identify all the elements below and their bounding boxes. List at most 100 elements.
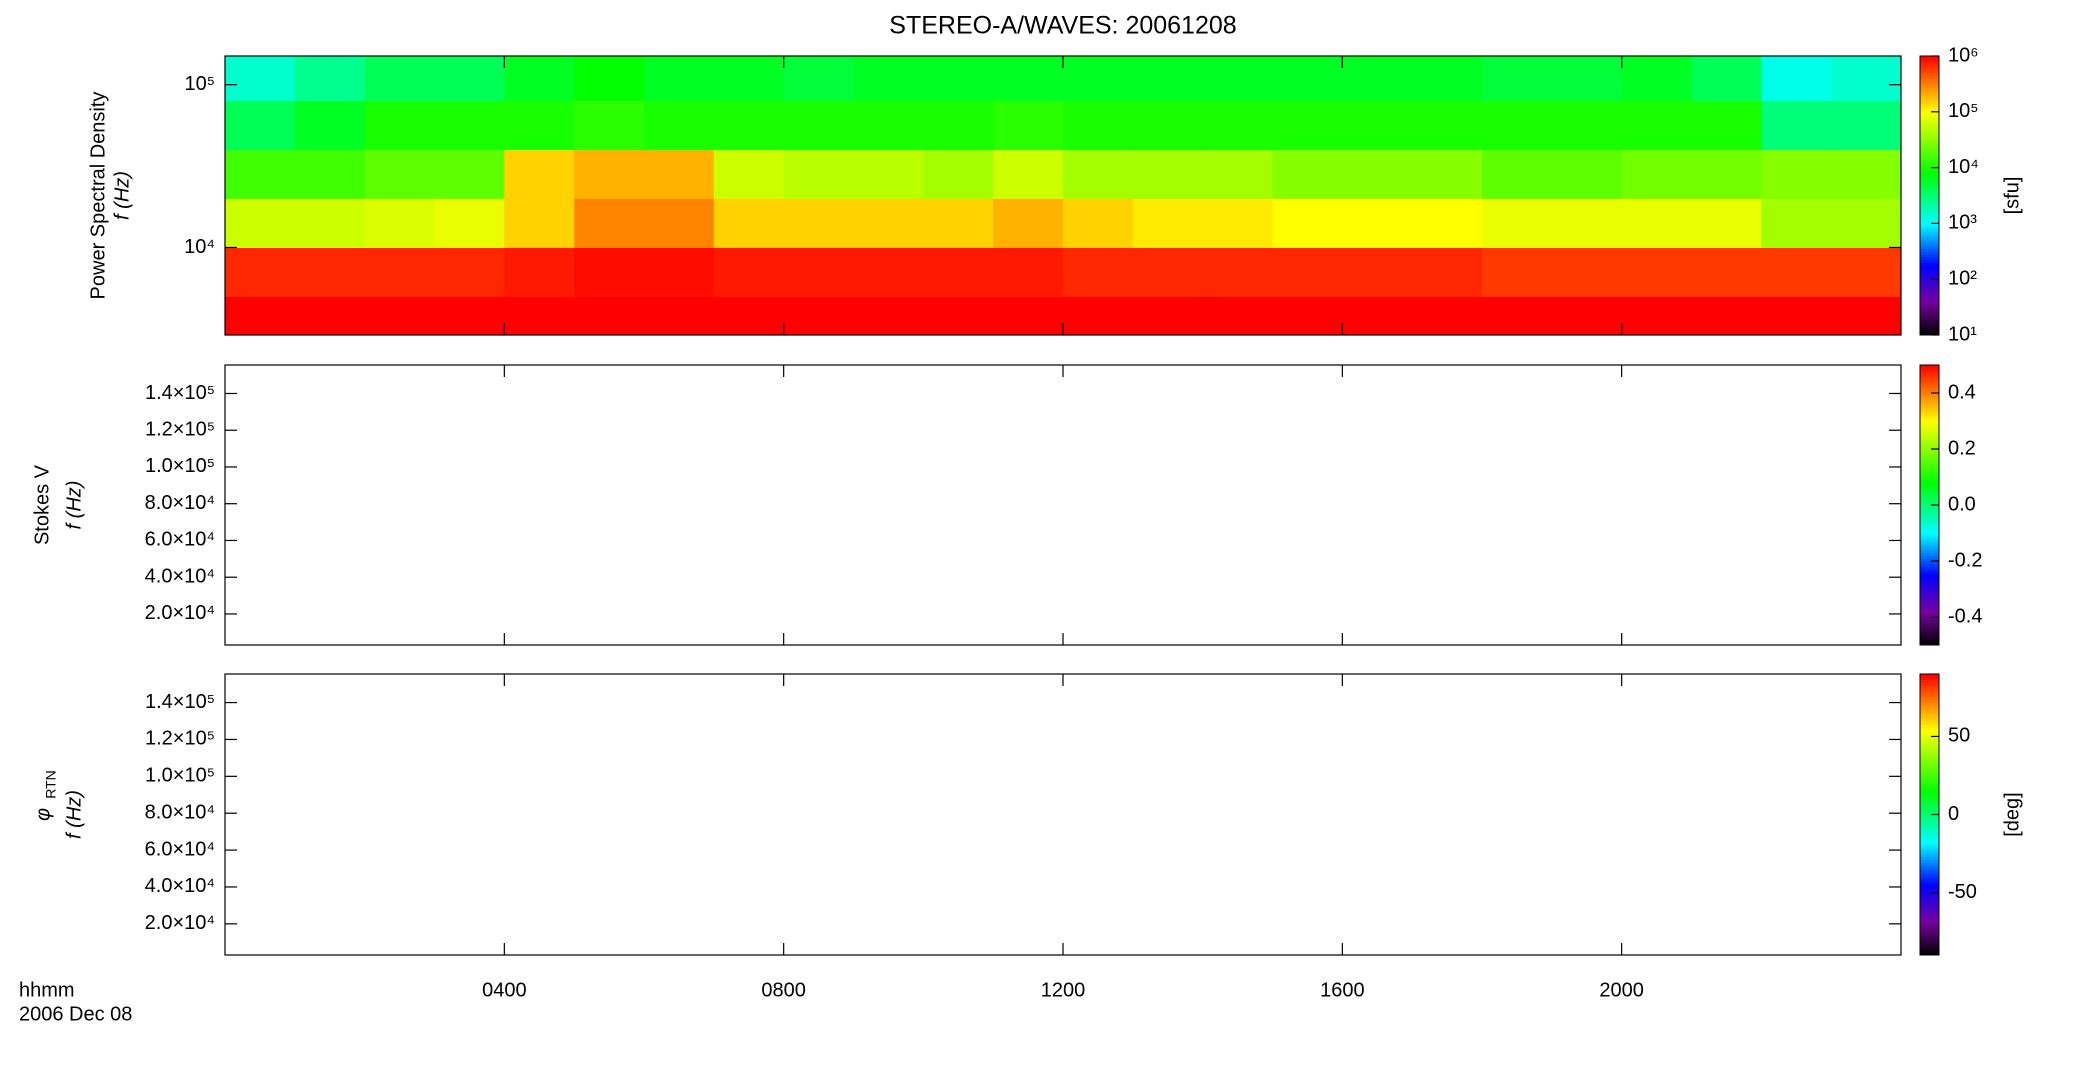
colorbar-swatch [1920,766,1939,771]
heatmap-cell [1551,100,1623,150]
heatmap-cell [1482,100,1553,150]
heatmap-cell [1621,100,1692,150]
heatmap-cell [713,100,785,150]
y-axis-label-sub: RTN [43,770,59,799]
colorbar-swatch [1920,321,1939,325]
heatmap-cell [1412,247,1483,297]
colorbar-swatch [1920,482,1939,486]
colorbar-swatch [1920,446,1939,450]
colorbar-tick-label: 10⁴ [1948,156,1979,178]
colorbar-swatch [1920,435,1939,439]
heatmap-cell [225,247,296,297]
colorbar-swatch [1920,159,1939,163]
colorbar-swatch [1920,237,1939,241]
colorbar-swatch [1920,921,1939,925]
colorbar-swatch [1920,679,1939,683]
colorbar-swatch [1920,220,1939,224]
colorbar-swatch [1920,808,1939,813]
colorbar-swatch [1920,287,1939,291]
heatmap-cell [1551,296,1623,336]
colorbar-swatch [1920,690,1939,695]
colorbar-swatch [1920,710,1939,714]
colorbar-swatch [1920,842,1939,846]
colorbar-swatch [1920,72,1939,77]
heatmap-cell [783,296,854,336]
colorbar-swatch [1920,64,1939,68]
heatmap-cell [434,149,505,199]
colorbar-swatch [1920,591,1939,596]
colorbar-swatch [1920,329,1939,333]
colorbar-swatch [1920,332,1939,336]
heatmap-cell [1202,247,1273,297]
heatmap-cell [574,149,645,199]
colorbar-swatch [1920,290,1939,294]
colorbar-swatch [1920,256,1939,261]
heatmap-cell [1272,56,1343,101]
colorbar-swatch [1920,758,1939,762]
colorbar-swatch [1920,485,1939,489]
heatmap-cell [294,100,366,150]
heatmap-cell [993,56,1064,101]
heatmap-cell [923,100,994,150]
colorbar-swatch [1920,61,1939,65]
colorbar-swatch [1920,575,1939,579]
colorbar-swatch [1920,491,1939,495]
colorbar-swatch [1920,544,1939,548]
heatmap-cell [1342,296,1413,336]
colorbar-swatch [1920,231,1939,236]
colorbar-swatch [1920,949,1939,953]
heatmap-cell [1063,56,1134,101]
colorbar-swatch [1920,234,1939,238]
heatmap-cell [993,247,1064,297]
colorbar-swatch [1920,881,1939,886]
colorbar-swatch [1920,109,1939,113]
colorbar-swatch [1920,162,1939,166]
colorbar-swatch [1920,825,1939,830]
heatmap-cell [225,198,296,248]
colorbar-swatch [1920,721,1939,726]
colorbar-swatch [1920,404,1939,408]
colorbar-swatch [1920,904,1939,908]
colorbar-swatch [1920,148,1939,152]
heatmap-cell [1482,56,1553,101]
colorbar-swatch [1920,69,1939,74]
colorbar-swatch [1920,226,1939,230]
y-tick-label: 6.0×10⁴ [145,838,215,860]
colorbar-swatch [1920,929,1939,934]
chart-title: STEREO-A/WAVES: 20061208 [889,12,1236,40]
heatmap-cell [1621,247,1692,297]
colorbar-tick-label: 0.4 [1948,381,1976,403]
heatmap-cell [853,198,924,248]
heatmap-cell [1831,198,1902,248]
colorbar-swatch [1920,859,1939,863]
colorbar-swatch [1920,223,1939,227]
x-tick-label: 0800 [761,979,806,1001]
heatmap-cell [364,149,435,199]
heatmap-cell [434,198,505,248]
colorbar-swatch [1920,373,1939,377]
colorbar-swatch [1920,828,1939,832]
colorbar-swatch [1920,907,1939,911]
heatmap-cell [1761,56,1832,101]
heatmap-cell [1272,149,1343,199]
colorbar-swatch [1920,187,1939,191]
colorbar-swatch [1920,304,1939,308]
heatmap-cell [993,198,1064,248]
heatmap-cell [853,247,924,297]
colorbar-swatch [1920,323,1939,328]
heatmap-cell [1342,56,1413,101]
colorbar-swatch [1920,499,1939,503]
colorbar-swatch [1920,97,1939,102]
heatmap-cell [1691,56,1762,101]
heatmap-cell [364,247,435,297]
colorbar-swatch [1920,533,1939,537]
heatmap-cell [504,198,575,248]
heatmap-cell [364,100,435,150]
colorbar-swatch [1920,153,1939,157]
heatmap-cell [225,100,296,150]
colorbar-swatch [1920,867,1939,872]
colorbar-swatch [1920,803,1939,807]
colorbar-swatch [1920,440,1939,444]
heatmap-cell [783,100,854,150]
colorbar-swatch [1920,583,1939,587]
